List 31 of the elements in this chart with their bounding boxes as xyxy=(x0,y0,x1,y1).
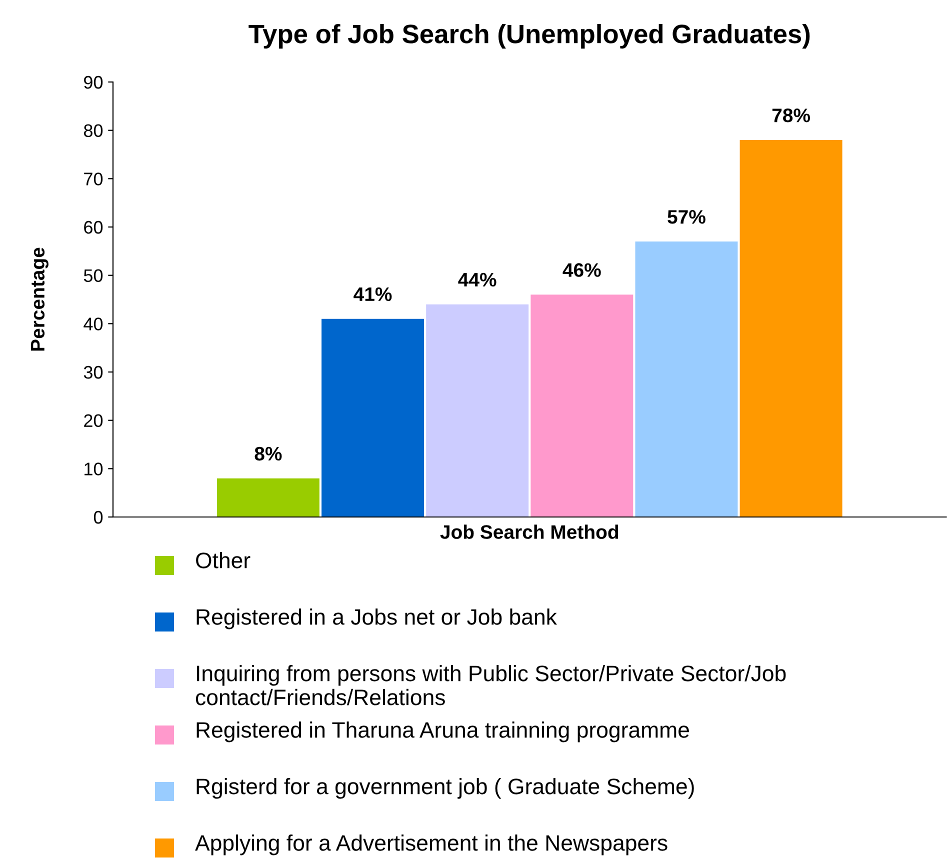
y-tick-label: 30 xyxy=(84,366,103,379)
legend-label: Registered in Tharuna Aruna trainning programme xyxy=(196,722,689,742)
y-tick-label: 60 xyxy=(84,220,103,234)
y-tick-label: 40 xyxy=(84,318,103,330)
bar xyxy=(530,294,634,517)
y-tick-label: 90 xyxy=(84,76,103,89)
y-axis-title: Percentage xyxy=(30,248,48,351)
data-label: 57% xyxy=(668,210,706,224)
y-tick-label: 10 xyxy=(84,462,103,476)
data-label: 44% xyxy=(458,272,496,287)
y-tick-label: 20 xyxy=(84,414,103,428)
data-label: 46% xyxy=(562,263,601,277)
legend-label: Rgisterd for a government job ( Graduate Scheme) xyxy=(196,778,694,799)
legend-label: Registered in a Jobs net or Job bank xyxy=(196,608,557,630)
x-axis-title: Job Search Method xyxy=(440,524,618,539)
y-tick-label: 50 xyxy=(84,269,103,282)
legend-label: Applying for a Advertisement in the Newspapers xyxy=(195,834,668,856)
bar xyxy=(740,140,842,517)
chart-title: Type of Job Search (Unemployed Graduates) xyxy=(248,24,810,49)
legend-label: Other xyxy=(196,552,250,568)
bar xyxy=(426,304,529,517)
bar xyxy=(216,478,320,517)
legend-label: Inquiring from persons with Public Sector/Private Sector/Job contact/Friends/Relations xyxy=(196,665,786,706)
y-tick-label: 80 xyxy=(84,124,103,138)
y-tick-label: 70 xyxy=(84,172,103,186)
data-label: 78% xyxy=(772,108,810,122)
bar xyxy=(635,242,738,517)
data-label: 8% xyxy=(254,446,282,461)
bar xyxy=(322,318,424,517)
y-tick-label: 0 xyxy=(94,510,103,524)
data-label: 41% xyxy=(354,287,392,302)
